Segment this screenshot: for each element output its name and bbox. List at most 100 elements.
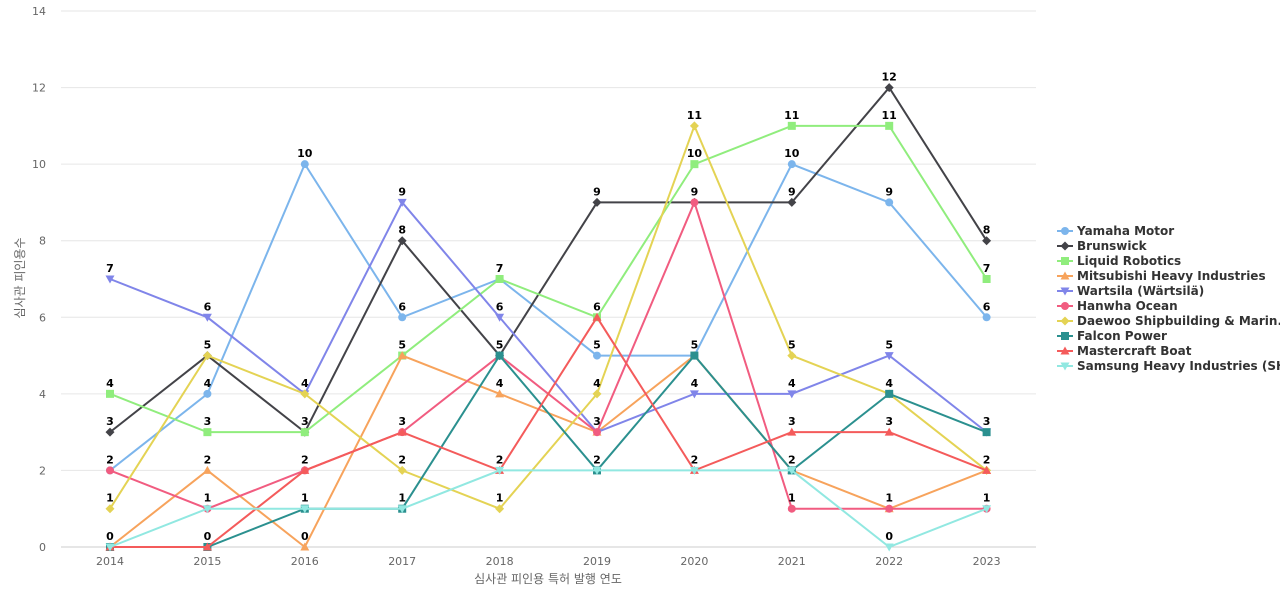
- data-point[interactable]: [300, 505, 310, 514]
- data-point[interactable]: [300, 465, 310, 474]
- data-point[interactable]: [397, 465, 407, 475]
- legend-item[interactable]: Wartsila (Wärtsilä): [1057, 284, 1204, 298]
- data-point[interactable]: [202, 542, 212, 551]
- data-point[interactable]: [690, 351, 699, 360]
- data-point[interactable]: [884, 83, 894, 93]
- data-point[interactable]: [885, 389, 894, 398]
- data-point[interactable]: [982, 428, 991, 437]
- legend-item[interactable]: Liquid Robotics: [1057, 254, 1181, 268]
- data-point[interactable]: [495, 466, 505, 475]
- data-point[interactable]: [202, 351, 212, 361]
- data-point[interactable]: [593, 351, 601, 360]
- legend-marker[interactable]: [1061, 332, 1069, 340]
- data-point[interactable]: [300, 389, 310, 399]
- data-point[interactable]: [300, 542, 310, 551]
- series-line[interactable]: [109, 123, 988, 510]
- legend-marker[interactable]: [1061, 257, 1069, 265]
- data-label: 7: [106, 262, 114, 275]
- data-point[interactable]: [398, 313, 407, 322]
- data-point[interactable]: [885, 504, 894, 513]
- data-point[interactable]: [397, 198, 407, 207]
- data-point[interactable]: [105, 543, 115, 552]
- data-point[interactable]: [787, 504, 796, 513]
- legend-marker[interactable]: [1060, 346, 1070, 355]
- data-point[interactable]: [592, 197, 602, 207]
- data-point[interactable]: [397, 236, 407, 246]
- data-point[interactable]: [106, 389, 114, 398]
- legend-marker[interactable]: [1060, 287, 1070, 296]
- series-line[interactable]: [109, 199, 987, 510]
- data-point[interactable]: [397, 505, 407, 514]
- legend-marker[interactable]: [1061, 302, 1069, 310]
- data-point[interactable]: [689, 390, 699, 399]
- data-point[interactable]: [787, 427, 797, 436]
- legend-marker[interactable]: [1060, 241, 1070, 251]
- series-line[interactable]: [109, 469, 987, 549]
- data-point[interactable]: [787, 466, 797, 475]
- data-point[interactable]: [885, 121, 894, 130]
- legend-item[interactable]: Falcon Power: [1057, 329, 1167, 343]
- y-tick-label: 14: [32, 5, 46, 18]
- data-point[interactable]: [884, 352, 894, 361]
- data-point[interactable]: [495, 504, 505, 514]
- data-point[interactable]: [690, 198, 699, 207]
- data-point[interactable]: [495, 351, 504, 360]
- data-point[interactable]: [495, 313, 505, 322]
- data-point[interactable]: [982, 236, 992, 246]
- data-point[interactable]: [203, 389, 212, 398]
- series-line[interactable]: [109, 162, 988, 472]
- data-point[interactable]: [689, 466, 699, 475]
- legend-marker[interactable]: [1060, 316, 1070, 326]
- data-point[interactable]: [884, 427, 894, 436]
- series-line[interactable]: [109, 124, 988, 434]
- data-point[interactable]: [592, 312, 602, 321]
- data-point[interactable]: [787, 121, 796, 130]
- legend-marker[interactable]: [1060, 362, 1070, 371]
- data-point[interactable]: [982, 465, 992, 474]
- x-axis: 2014 2015 2016 2017 2018 2019 2020 2021 2022 2023: [96, 555, 1001, 568]
- data-point[interactable]: [982, 505, 992, 514]
- data-point[interactable]: [105, 427, 115, 437]
- data-point[interactable]: [106, 466, 114, 475]
- data-point[interactable]: [300, 428, 309, 437]
- data-point[interactable]: [592, 389, 602, 399]
- data-point[interactable]: [397, 427, 407, 436]
- data-point[interactable]: [593, 428, 601, 437]
- data-point[interactable]: [105, 504, 115, 514]
- data-point[interactable]: [202, 465, 212, 474]
- legend-item[interactable]: Samsung Heavy Industries (SHI): [1057, 359, 1280, 373]
- data-label: 6: [204, 300, 212, 313]
- data-label: 1: [398, 492, 406, 505]
- data-point[interactable]: [300, 160, 309, 169]
- data-point[interactable]: [787, 160, 796, 169]
- legend-item[interactable]: Brunswick: [1057, 239, 1148, 253]
- data-point[interactable]: [689, 121, 699, 131]
- series-2: [106, 121, 991, 437]
- data-point[interactable]: [397, 351, 407, 360]
- legend-marker[interactable]: [1061, 227, 1069, 235]
- data-point[interactable]: [105, 275, 115, 284]
- data-point[interactable]: [495, 275, 504, 283]
- data-point[interactable]: [982, 313, 991, 322]
- data-point[interactable]: [202, 505, 212, 514]
- legend-marker[interactable]: [1060, 271, 1070, 280]
- data-point[interactable]: [495, 389, 505, 398]
- data-point[interactable]: [885, 198, 894, 207]
- data-point[interactable]: [787, 351, 797, 361]
- data-point[interactable]: [203, 428, 212, 437]
- legend-item[interactable]: Yamaha Motor: [1057, 224, 1174, 238]
- data-point[interactable]: [690, 160, 699, 169]
- data-point[interactable]: [592, 466, 602, 475]
- data-point[interactable]: [787, 197, 797, 207]
- series-line[interactable]: [109, 85, 988, 434]
- legend-label: Daewoo Shipbuilding & Marin...: [1077, 314, 1280, 328]
- legend-item[interactable]: Hanwha Ocean: [1057, 299, 1178, 313]
- data-point[interactable]: [982, 275, 991, 283]
- data-label: 1: [496, 492, 504, 505]
- data-point[interactable]: [884, 543, 894, 552]
- legend-item[interactable]: Mastercraft Boat: [1057, 344, 1192, 358]
- data-point[interactable]: [202, 313, 212, 322]
- data-point[interactable]: [787, 390, 797, 399]
- legend-item[interactable]: Daewoo Shipbuilding & Marin...: [1057, 314, 1280, 328]
- legend-item[interactable]: Mitsubishi Heavy Industries: [1057, 269, 1266, 283]
